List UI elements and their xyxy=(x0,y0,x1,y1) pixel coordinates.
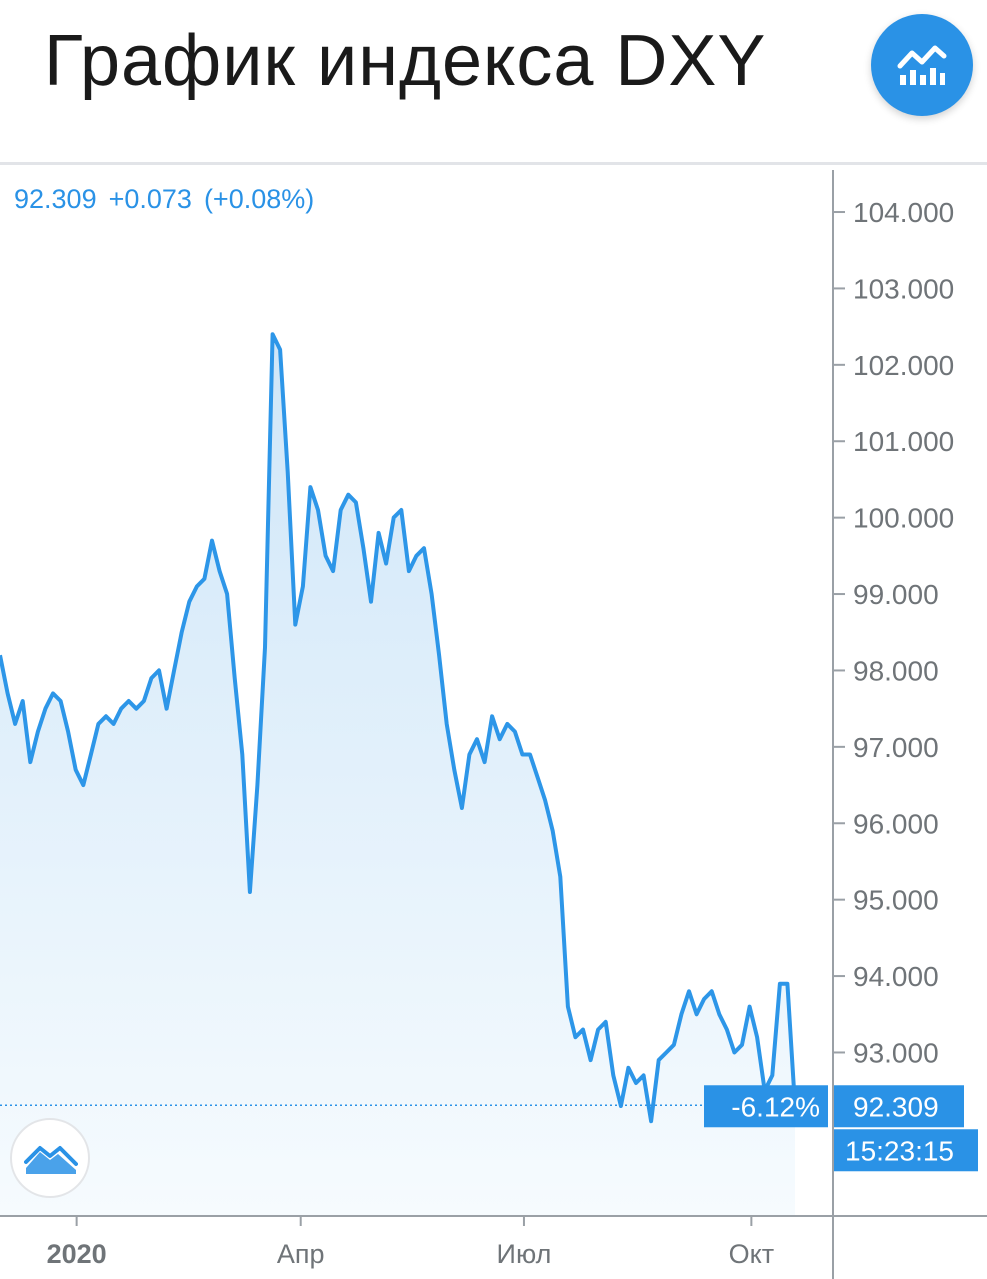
price-readout: 92.309 +0.073 (+0.08%) xyxy=(14,184,326,215)
y-tick-label: 103.000 xyxy=(853,273,954,304)
chart-analytics-icon xyxy=(897,45,947,85)
chart-mode-button[interactable] xyxy=(10,1118,90,1198)
last-price-badge: 92.309 xyxy=(834,1085,964,1128)
price-change: +0.073 xyxy=(108,184,192,214)
price-area xyxy=(0,334,795,1216)
chart-analytics-button[interactable] xyxy=(871,14,973,116)
y-tick-label: 99.000 xyxy=(853,579,939,610)
dxy-chart[interactable]: 104.000 103.000 102.000 101.000 100.000 99.00… xyxy=(0,165,987,1279)
y-tick-label: 93.000 xyxy=(853,1037,939,1068)
period-change-text: -6.12% xyxy=(731,1091,820,1122)
x-tick-label: Апр xyxy=(277,1239,325,1269)
y-tick-label: 101.000 xyxy=(853,426,954,457)
x-tick-label: Июл xyxy=(497,1239,552,1269)
period-change-badge: -6.12% xyxy=(704,1085,828,1128)
x-tick-label: Окт xyxy=(729,1239,774,1269)
y-tick-label: 97.000 xyxy=(853,732,939,763)
last-price-text: 92.309 xyxy=(853,1091,939,1122)
current-price: 92.309 xyxy=(14,184,97,214)
price-line xyxy=(0,332,797,1124)
y-tick-label: 104.000 xyxy=(853,197,954,228)
y-tick-label: 95.000 xyxy=(853,885,939,916)
mountain-chart-icon xyxy=(24,1146,78,1174)
y-tick-label: 94.000 xyxy=(853,961,939,992)
header-divider xyxy=(0,162,987,165)
y-tick-label: 98.000 xyxy=(853,655,939,686)
price-change-percent: (+0.08%) xyxy=(203,184,315,214)
y-tick-label: 102.000 xyxy=(853,350,954,381)
x-tick-label: 2020 xyxy=(47,1239,107,1269)
y-tick-label: 100.000 xyxy=(853,503,954,534)
time-text: 15:23:15 xyxy=(845,1135,954,1166)
y-tick-label: 96.000 xyxy=(853,808,939,839)
time-badge: 15:23:15 xyxy=(834,1129,978,1172)
page-title: График индекса DXY xyxy=(44,21,767,101)
